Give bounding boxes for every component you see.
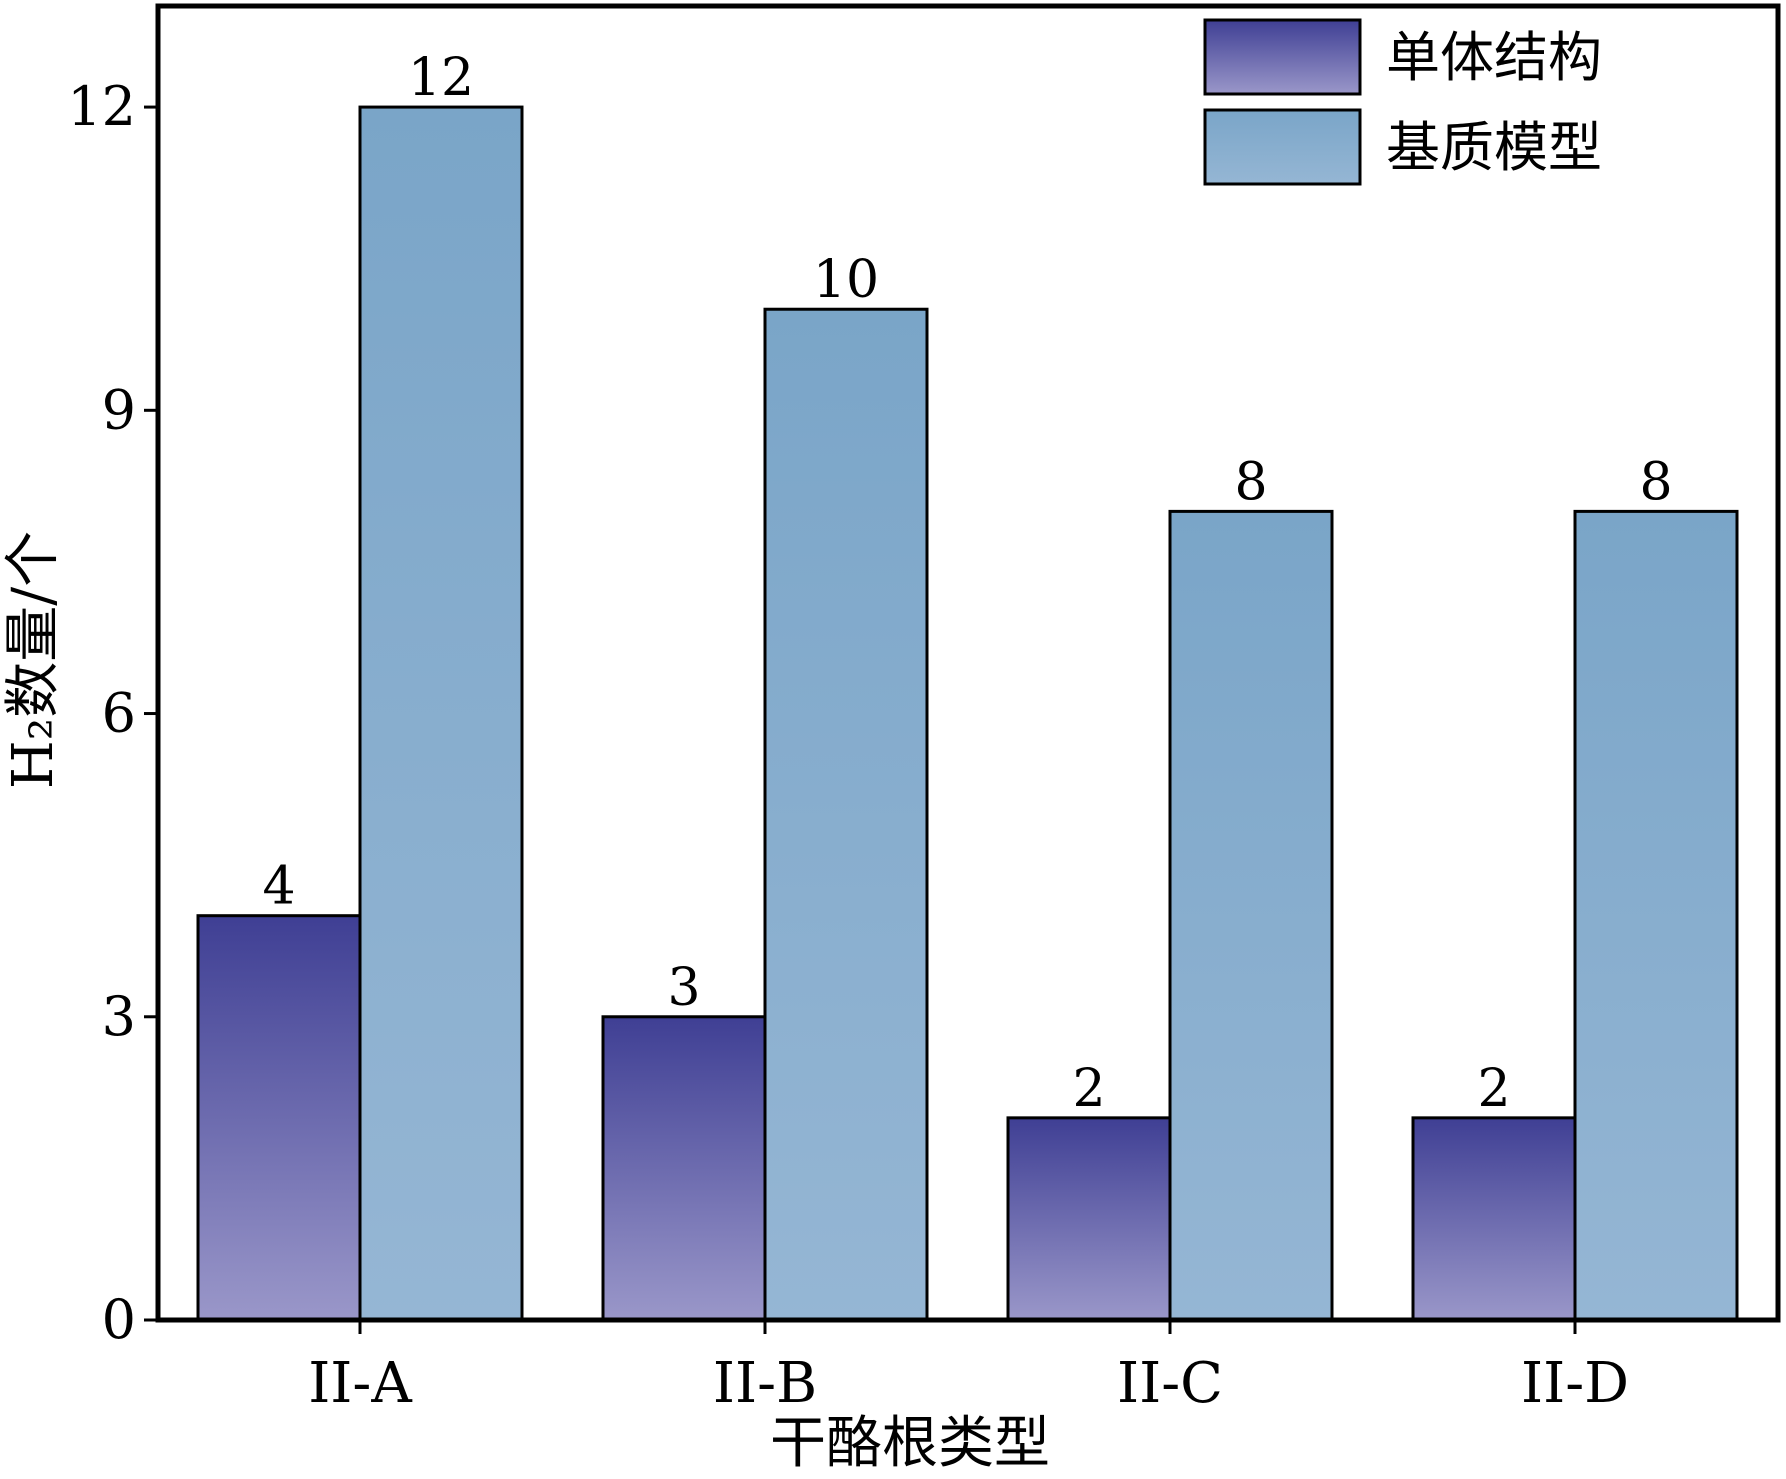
x-axis-title: 干酪根类型 [770, 1411, 1050, 1474]
bars-layer: 4 12 3 10 2 8 2 8 [196, 48, 1739, 1322]
y-tick-label: 0 [102, 1288, 136, 1351]
bar-ii-a-series-0 [196, 914, 362, 1322]
data-label: 12 [408, 48, 474, 108]
legend-label: 单体结构 [1386, 26, 1602, 89]
plot-frame [155, 3, 1781, 1323]
bar-ii-d-series-0 [1411, 1116, 1577, 1322]
legend-swatch [1203, 108, 1362, 186]
bar-ii-a-series-1 [358, 105, 524, 1322]
bar-ii-d-series-1 [1573, 509, 1739, 1322]
y-tick-label: 6 [102, 682, 136, 745]
y-tick-label: 3 [102, 985, 136, 1048]
data-label: 8 [1234, 452, 1267, 512]
data-label: 4 [262, 857, 295, 917]
y-tick-label: 9 [102, 378, 136, 441]
x-tick-label: II-C [1117, 1351, 1223, 1416]
x-tick-label: II-D [1521, 1351, 1629, 1416]
bar-ii-b-series-0 [601, 1015, 767, 1322]
x-tick-label: II-B [713, 1351, 817, 1416]
data-label: 2 [1072, 1059, 1105, 1119]
bar-ii-c-series-1 [1168, 509, 1334, 1322]
data-label: 2 [1477, 1059, 1510, 1119]
data-label: 3 [667, 958, 700, 1018]
x-tick-label: II-A [308, 1351, 412, 1416]
y-axis-title: H₂数量/个 [1, 531, 66, 789]
data-label: 8 [1639, 452, 1672, 512]
axis-layer: II-A II-B II-C II-D 0 3 6 9 12 [67, 3, 1781, 1416]
legend-label: 基质模型 [1386, 116, 1602, 179]
bar-ii-b-series-1 [763, 307, 929, 1322]
bar-ii-c-series-0 [1006, 1116, 1172, 1322]
y-tick-label: 12 [67, 75, 136, 138]
data-label: 10 [813, 250, 879, 310]
legend-swatch [1203, 18, 1362, 96]
